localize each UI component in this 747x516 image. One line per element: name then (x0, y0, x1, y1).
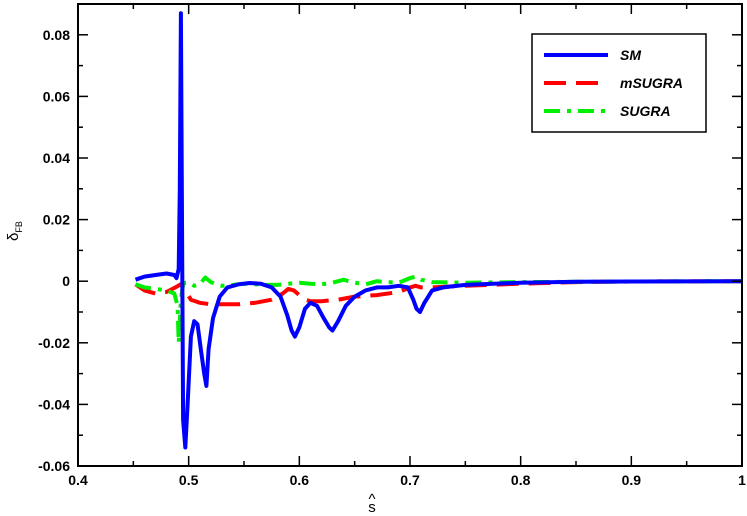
legend-label-sugra: SUGRA (620, 103, 671, 119)
x-axis-label-text: s (368, 499, 376, 516)
x-tick-label: 0.9 (622, 472, 642, 488)
y-tick-label: 0 (62, 273, 70, 289)
legend-label-msugra: mSUGRA (620, 75, 683, 91)
y-axis-label-subscript: FB (14, 221, 24, 233)
y-axis-label-symbol: δ (5, 233, 22, 241)
x-axis-label: ^ s (368, 491, 376, 516)
series-layer (134, 11, 742, 450)
series-line-sm (134, 11, 742, 450)
legend: SM mSUGRA SUGRA (531, 33, 707, 133)
x-tick-label: 0.6 (290, 472, 310, 488)
series-line-msugra (134, 279, 742, 307)
y-tick-label: 0.08 (43, 27, 70, 43)
y-tick-label: -0.04 (38, 396, 70, 412)
x-tick-label: 0.4 (68, 472, 88, 488)
y-tick-label: -0.02 (38, 335, 70, 351)
y-tick-label: 0.04 (43, 150, 70, 166)
legend-label-sm: SM (620, 47, 641, 63)
x-tick-label: 0.8 (511, 472, 531, 488)
tick-labels-layer: 0.4 0.5 0.6 0.7 0.8 0.9 1 -0.06 -0.04 -0.02 0 0.02 0… (38, 27, 746, 488)
y-axis-label-text: δFB (5, 221, 24, 241)
x-tick-label: 1 (738, 472, 746, 488)
ticks-layer (77, 4, 743, 467)
y-axis-label: δFB (5, 221, 24, 241)
x-tick-label: 0.7 (400, 472, 420, 488)
y-tick-label: -0.06 (38, 458, 70, 474)
y-tick-label: 0.06 (43, 88, 70, 104)
y-tick-label: 0.02 (43, 212, 70, 228)
x-axis-label-hat: ^ (368, 491, 375, 508)
x-tick-label: 0.5 (179, 472, 199, 488)
